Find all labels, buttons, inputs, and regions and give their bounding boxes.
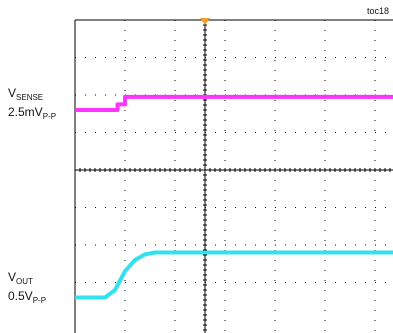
vsense-name: V [8, 86, 17, 100]
vout-label: VOUT 0.5VP-P [8, 270, 46, 308]
vsense-label: VSENSE 2.5mVP-P [8, 86, 56, 124]
vsense-subscript: SENSE [16, 93, 44, 102]
vout-scale-subscript: P-P [32, 296, 47, 305]
trigger-marker-icon [200, 18, 210, 25]
vout-name: V [8, 270, 17, 284]
vsense-scale-subscript: P-P [42, 112, 57, 121]
figure-id: toc18 [366, 6, 389, 16]
vout-scale: 0.5V [8, 289, 33, 303]
trace-vout [75, 250, 393, 300]
vsense-scale: 2.5mV [8, 105, 43, 119]
trace-vsense [75, 94, 393, 112]
vout-subscript: OUT [16, 277, 33, 286]
